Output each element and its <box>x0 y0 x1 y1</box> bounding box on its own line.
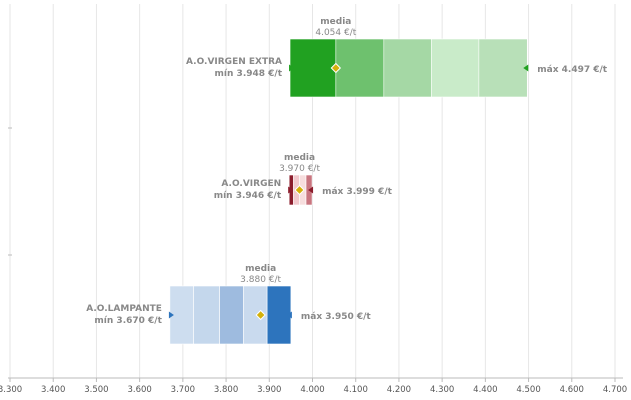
x-tick-label: 4.400 <box>473 385 497 395</box>
x-tick-label: 3.300 <box>0 385 22 395</box>
media-marker <box>330 62 342 74</box>
media-value: 3.880 €/t <box>240 275 281 285</box>
x-tick-label: 4.100 <box>344 385 368 395</box>
min-marker <box>288 186 294 194</box>
x-tick-label: 4.200 <box>387 385 411 395</box>
min-marker <box>168 311 174 319</box>
x-tick-label: 4.700 <box>603 385 627 395</box>
x-tick-label: 3.900 <box>257 385 281 395</box>
bar-segment <box>335 38 385 98</box>
series-name: A.O.VIRGEN EXTRA <box>186 57 282 67</box>
min-label: mín 3.946 €/t <box>214 191 282 201</box>
media-title: media <box>320 17 351 27</box>
bar-segment <box>219 285 244 345</box>
max-marker <box>308 186 314 194</box>
x-tick-label: 3.400 <box>41 385 65 395</box>
x-tick-label: 3.800 <box>214 385 238 395</box>
x-tick-label: 4.500 <box>516 385 540 395</box>
media-value: 3.970 €/t <box>279 164 320 174</box>
series-name: A.O.VIRGEN <box>221 179 281 189</box>
x-tick-label: 3.700 <box>171 385 195 395</box>
max-label: máx 4.497 €/t <box>537 65 608 75</box>
media-title: media <box>245 264 276 274</box>
min-marker <box>289 64 295 72</box>
max-label: máx 3.950 €/t <box>301 312 372 322</box>
x-tick-label: 4.600 <box>560 385 584 395</box>
bar-segment <box>431 38 480 98</box>
series-name: A.O.LAMPANTE <box>86 304 162 314</box>
bar-segment <box>383 38 432 98</box>
min-label: mín 3.948 €/t <box>215 69 283 79</box>
bar-segment <box>478 38 528 98</box>
x-tick-label: 3.500 <box>84 385 108 395</box>
x-axis: 3.300 3.400 3.500 3.600 3.700 3.800 3.900 4.000… <box>0 127 627 395</box>
bar-segment <box>289 38 337 98</box>
max-label: máx 3.999 €/t <box>322 187 393 197</box>
max-marker <box>286 311 292 319</box>
max-marker <box>523 64 529 72</box>
media-marker <box>294 184 305 196</box>
x-tick-label: 3.600 <box>127 385 151 395</box>
x-tick-label: 4.000 <box>300 385 324 395</box>
min-label: mín 3.670 €/t <box>94 316 162 326</box>
media-value: 4.054 €/t <box>315 28 356 38</box>
media-marker <box>255 309 266 321</box>
x-tick-label: 4.300 <box>430 385 454 395</box>
media-title: media <box>284 153 315 163</box>
bar-segment <box>193 285 220 345</box>
